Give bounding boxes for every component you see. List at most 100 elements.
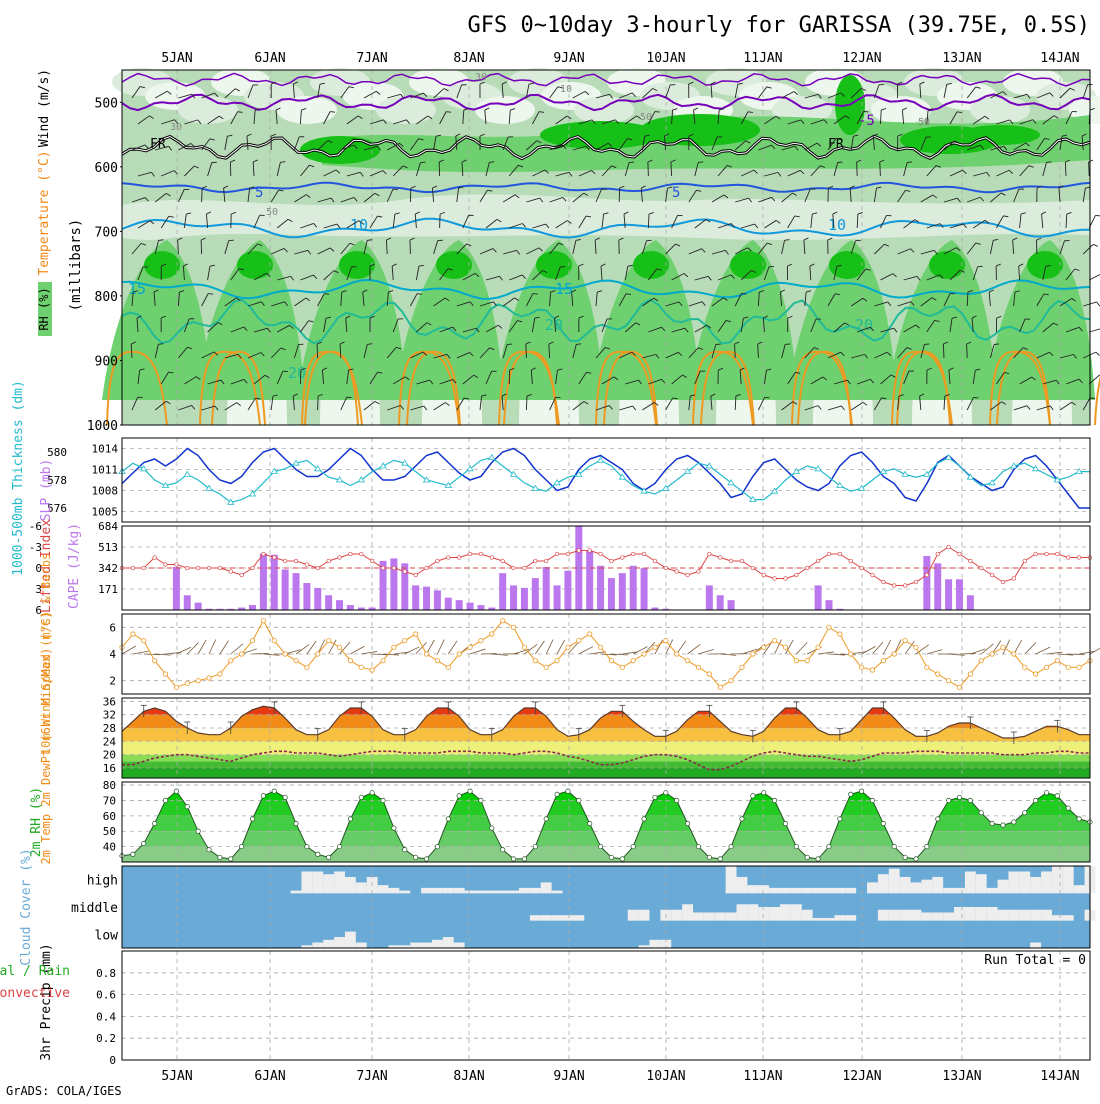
cape-bar xyxy=(706,585,713,610)
wind10-marker xyxy=(1012,652,1016,656)
li-marker xyxy=(403,570,407,574)
cloud-cell-middle xyxy=(824,918,835,921)
cloud-cell-middle xyxy=(845,915,856,920)
wind10-barb xyxy=(698,649,713,654)
footer-credit: GrADS: COLA/IGES xyxy=(6,1084,122,1098)
wind10-marker xyxy=(403,638,407,642)
cloud-cell-high xyxy=(323,874,334,893)
isotherm-25 xyxy=(1095,352,1100,425)
li-marker xyxy=(479,552,483,556)
rh-marker xyxy=(707,855,711,859)
wind-barb xyxy=(202,188,203,202)
wind10-marker xyxy=(740,665,744,669)
rh-marker xyxy=(457,794,461,798)
cloud-cell-high xyxy=(541,882,552,893)
li-marker xyxy=(751,566,755,570)
contour-label: 5 xyxy=(672,185,680,201)
wind10-marker xyxy=(805,658,809,662)
cloud-cell-high xyxy=(530,888,541,893)
wind10-marker xyxy=(490,632,494,636)
li-marker xyxy=(555,552,559,556)
date-tick-bottom: 12JAN xyxy=(842,1069,881,1084)
wind10-barb xyxy=(448,641,457,654)
cape-bar xyxy=(923,556,930,610)
wind10-barb xyxy=(796,642,807,654)
li-marker xyxy=(1077,556,1081,560)
cloud-cell-high xyxy=(552,891,563,894)
li-marker xyxy=(588,549,592,553)
rh-marker xyxy=(870,798,874,802)
li-marker xyxy=(185,566,189,570)
rh-marker xyxy=(1055,794,1059,798)
cape-bar xyxy=(456,600,463,610)
rh-saturated-cell xyxy=(929,251,965,279)
temp-tick: 20 xyxy=(103,749,116,762)
wind10-marker xyxy=(131,632,135,636)
cloud-cell-middle xyxy=(802,910,813,921)
rh-marker xyxy=(946,798,950,802)
cape-bar xyxy=(303,583,310,610)
cape-bar xyxy=(586,551,593,610)
wind-barb xyxy=(857,162,858,176)
rh-marker xyxy=(511,857,515,861)
rh-marker xyxy=(762,791,766,795)
wind10-barb xyxy=(220,641,229,654)
cloud-cell-high xyxy=(921,880,932,894)
rh-marker xyxy=(435,844,439,848)
wind10-marker xyxy=(424,652,428,656)
cloud-cell-high xyxy=(878,874,889,893)
wind10-marker xyxy=(413,632,417,636)
wind10-marker xyxy=(457,652,461,656)
wind10-marker xyxy=(1001,645,1005,649)
rh-marker xyxy=(620,857,624,861)
rh-marker xyxy=(783,821,787,825)
temp-band xyxy=(122,715,1090,728)
wind-barb-flag xyxy=(576,344,581,345)
wind-barb-flag xyxy=(533,294,538,295)
li-marker xyxy=(392,566,396,570)
wind10-marker xyxy=(881,658,885,662)
wind10-marker xyxy=(468,645,472,649)
cloud-cell-high xyxy=(334,871,345,893)
cloud-cell-high xyxy=(998,880,1009,894)
cape-bar xyxy=(532,578,539,610)
cape-bar xyxy=(434,590,441,610)
wind-barb-flag xyxy=(208,294,213,295)
cape-bar xyxy=(510,585,517,610)
wind10-marker xyxy=(229,658,233,662)
cloud-cell-high xyxy=(780,888,791,893)
date-tick-top: 6JAN xyxy=(254,51,285,66)
li-marker xyxy=(272,556,276,560)
cloud-cell-middle xyxy=(693,912,704,920)
li-marker xyxy=(675,570,679,574)
slp-tick: 1008 xyxy=(92,485,119,498)
cloud-cell-middle xyxy=(889,910,900,921)
cape-bar xyxy=(271,555,278,610)
li-line xyxy=(122,547,1090,586)
li-marker xyxy=(958,552,962,556)
wind10-marker xyxy=(838,632,842,636)
cape-bar xyxy=(260,554,267,610)
wind10-marker xyxy=(305,665,309,669)
rh-marker xyxy=(522,857,526,861)
wind10-marker xyxy=(348,658,352,662)
rh-marker xyxy=(772,798,776,802)
date-tick-bottom: 7JAN xyxy=(356,1069,387,1084)
thickness-marker xyxy=(489,455,495,460)
li-marker xyxy=(251,566,255,570)
contour-label: 30 xyxy=(170,122,182,133)
y-tick-label: 1000 xyxy=(87,419,118,434)
wind10-marker xyxy=(1044,665,1048,669)
wind10-marker xyxy=(283,652,287,656)
rh-tick: 70 xyxy=(103,794,116,807)
li-marker xyxy=(969,559,973,563)
cloud-cell-middle xyxy=(758,907,769,921)
rh-marker xyxy=(185,804,189,808)
temp-band xyxy=(122,755,1090,762)
rh-tick: 50 xyxy=(103,825,116,838)
cloud-cell-middle xyxy=(541,915,552,920)
cloud-cell-middle xyxy=(704,912,715,920)
li-marker xyxy=(207,566,211,570)
